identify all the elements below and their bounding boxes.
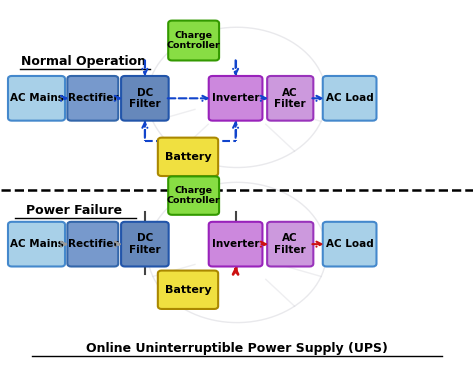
FancyBboxPatch shape	[158, 138, 218, 176]
FancyBboxPatch shape	[168, 176, 219, 215]
Text: Rectifier: Rectifier	[68, 239, 118, 249]
FancyBboxPatch shape	[209, 222, 263, 266]
Text: Inverter: Inverter	[212, 239, 259, 249]
Text: Inverter: Inverter	[212, 93, 259, 103]
FancyBboxPatch shape	[323, 76, 376, 121]
Text: DC
Filter: DC Filter	[129, 233, 161, 255]
FancyBboxPatch shape	[323, 222, 376, 266]
Text: Battery: Battery	[164, 285, 211, 295]
FancyBboxPatch shape	[67, 222, 118, 266]
FancyBboxPatch shape	[8, 222, 65, 266]
Text: Power Failure: Power Failure	[27, 204, 122, 217]
FancyBboxPatch shape	[168, 20, 219, 61]
Text: AC Load: AC Load	[326, 239, 374, 249]
Text: AC
Filter: AC Filter	[274, 87, 306, 109]
Text: Charge
Controller: Charge Controller	[167, 186, 220, 205]
Text: Online Uninterruptible Power Supply (UPS): Online Uninterruptible Power Supply (UPS…	[86, 342, 388, 355]
Text: AC Mains: AC Mains	[9, 239, 64, 249]
FancyBboxPatch shape	[67, 76, 118, 121]
Text: Battery: Battery	[164, 152, 211, 162]
Text: AC
Filter: AC Filter	[274, 233, 306, 255]
Text: DC
Filter: DC Filter	[129, 87, 161, 109]
FancyBboxPatch shape	[121, 76, 169, 121]
FancyBboxPatch shape	[267, 76, 313, 121]
FancyBboxPatch shape	[121, 222, 169, 266]
Text: AC Mains: AC Mains	[9, 93, 64, 103]
FancyBboxPatch shape	[8, 76, 65, 121]
FancyBboxPatch shape	[209, 76, 263, 121]
Text: Rectifier: Rectifier	[68, 93, 118, 103]
Text: AC Load: AC Load	[326, 93, 374, 103]
Text: Charge
Controller: Charge Controller	[167, 31, 220, 50]
FancyBboxPatch shape	[158, 270, 218, 309]
Text: Normal Operation: Normal Operation	[21, 55, 146, 68]
FancyBboxPatch shape	[267, 222, 313, 266]
